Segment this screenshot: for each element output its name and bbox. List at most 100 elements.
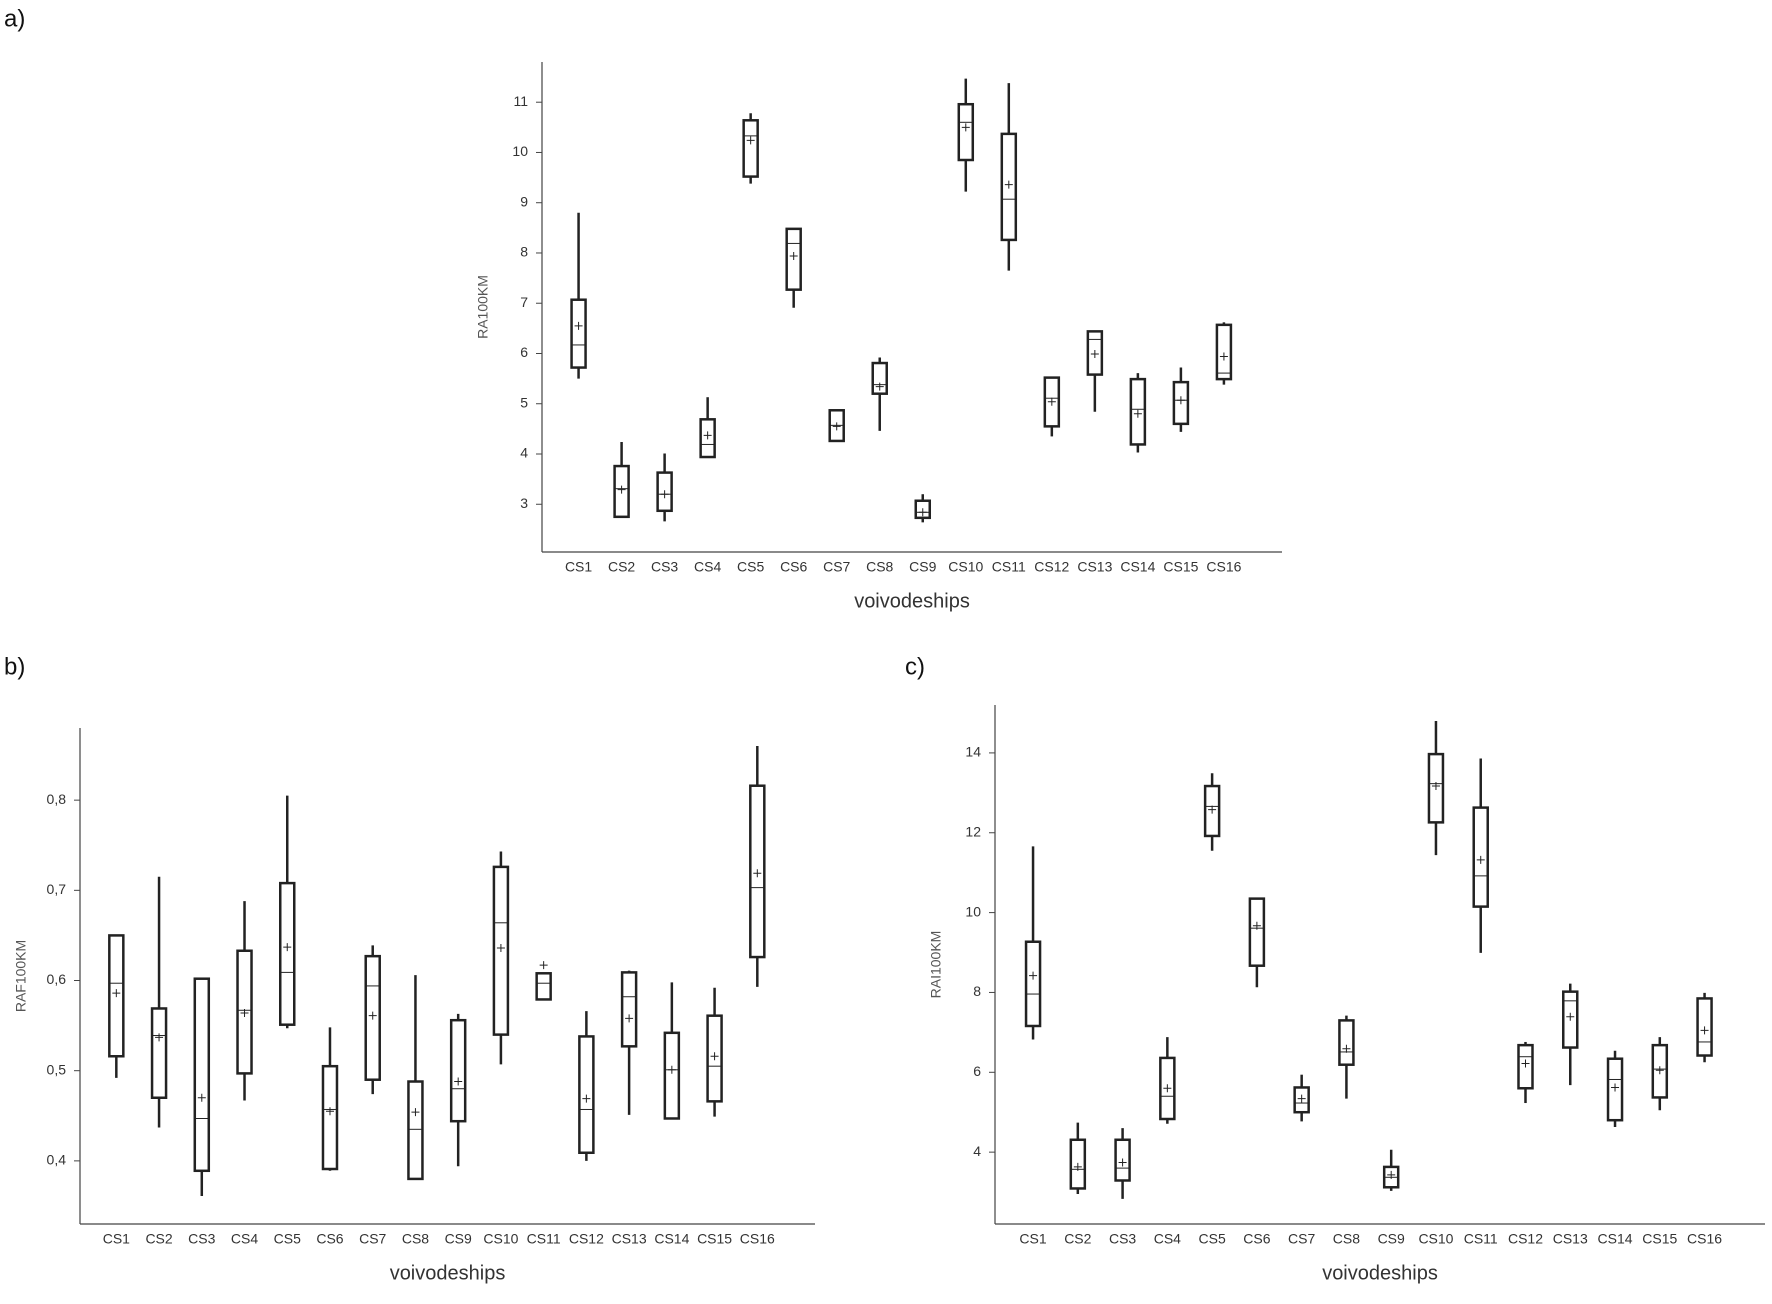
y-tick-label: 9 — [520, 193, 528, 209]
mean-marker — [155, 1033, 164, 1042]
y-tick-label: 11 — [513, 93, 528, 109]
box — [279, 881, 296, 1026]
x-tick-label: CS8 — [402, 1231, 429, 1247]
y-tick-label: 10 — [965, 903, 981, 919]
mean-marker — [574, 321, 583, 330]
x-tick-label: CS12 — [1034, 559, 1069, 575]
y-tick-label: 8 — [973, 983, 981, 999]
x-axis-title: voivodeships — [1322, 1262, 1438, 1284]
mean-marker — [832, 422, 841, 431]
x-tick-label: CS8 — [866, 559, 893, 575]
x-tick-label: CS6 — [1243, 1231, 1270, 1247]
x-tick-label: CS7 — [1288, 1231, 1315, 1247]
y-axis-title: RAF100KM — [13, 940, 29, 1012]
y-tick-label: 12 — [965, 823, 981, 839]
y-tick-label: 7 — [520, 294, 528, 310]
x-tick-label: CS16 — [740, 1231, 775, 1247]
y-tick-label: 3 — [520, 495, 528, 511]
mean-marker — [112, 989, 121, 998]
y-tick-label: 0,6 — [47, 971, 67, 987]
mean-marker — [1700, 1026, 1709, 1035]
x-axis-title: voivodeships — [854, 590, 970, 612]
x-tick-label: CS1 — [565, 559, 592, 575]
y-tick-label: 4 — [973, 1143, 981, 1159]
x-tick-label: CS10 — [1418, 1231, 1453, 1247]
x-tick-label: CS14 — [654, 1231, 689, 1247]
x-tick-label: CS3 — [651, 559, 678, 575]
x-tick-label: CS8 — [1333, 1231, 1360, 1247]
mean-marker — [789, 251, 798, 260]
mean-marker — [961, 123, 970, 132]
x-tick-label: CS10 — [948, 559, 983, 575]
mean-marker — [1476, 855, 1485, 864]
box — [957, 102, 975, 162]
y-tick-label: 8 — [520, 244, 528, 260]
x-tick-label: CS12 — [569, 1231, 604, 1247]
x-tick-label: CS14 — [1120, 559, 1155, 575]
x-axis-title: voivodeships — [390, 1262, 506, 1284]
mean-marker — [1521, 1059, 1530, 1068]
box — [150, 1007, 168, 1099]
mean-marker — [496, 944, 505, 953]
x-tick-label: CS16 — [1206, 559, 1241, 575]
x-tick-label: CS10 — [483, 1231, 518, 1247]
y-tick-label: 0,8 — [47, 791, 67, 807]
mean-marker — [1090, 349, 1099, 358]
y-tick-label: 14 — [965, 744, 981, 760]
mean-marker — [1118, 1158, 1127, 1167]
x-tick-label: CS13 — [1077, 559, 1112, 575]
y-tick-label: 6 — [520, 344, 528, 360]
panel-label: b) — [4, 653, 25, 680]
x-tick-label: CS13 — [1553, 1231, 1588, 1247]
x-tick-label: CS6 — [316, 1231, 343, 1247]
mean-marker — [1176, 396, 1185, 405]
x-tick-label: CS4 — [1154, 1231, 1181, 1247]
x-tick-label: CS1 — [1019, 1231, 1046, 1247]
x-tick-label: CS6 — [780, 559, 807, 575]
mean-marker — [325, 1107, 334, 1116]
mean-marker — [1208, 805, 1217, 814]
mean-marker — [454, 1077, 463, 1086]
box — [193, 977, 211, 1173]
mean-marker — [667, 1065, 676, 1074]
box — [1248, 897, 1266, 967]
mean-marker — [746, 136, 755, 145]
mean-marker — [1297, 1094, 1306, 1103]
mean-marker — [368, 1011, 377, 1020]
y-tick-label: 6 — [973, 1063, 981, 1079]
y-tick-label: 10 — [512, 143, 528, 159]
x-tick-label: CS1 — [103, 1231, 130, 1247]
x-tick-label: CS16 — [1687, 1231, 1722, 1247]
mean-marker — [1655, 1066, 1664, 1075]
x-tick-label: CS7 — [359, 1231, 386, 1247]
mean-marker — [582, 1094, 591, 1103]
y-tick-label: 0,5 — [47, 1061, 67, 1077]
box — [871, 361, 888, 395]
mean-marker — [753, 869, 762, 878]
x-tick-label: CS9 — [1378, 1231, 1405, 1247]
box — [1338, 1019, 1355, 1066]
x-tick-label: CS2 — [1064, 1231, 1091, 1247]
panel-label: a) — [4, 5, 25, 32]
x-tick-label: CS14 — [1598, 1231, 1633, 1247]
panel-label: c) — [905, 653, 925, 680]
x-tick-label: CS2 — [608, 559, 635, 575]
x-tick-label: CS15 — [697, 1231, 732, 1247]
mean-marker — [539, 961, 548, 970]
mean-marker — [617, 485, 626, 494]
x-tick-label: CS5 — [737, 559, 764, 575]
mean-marker — [1047, 397, 1056, 406]
box — [1215, 323, 1233, 381]
x-tick-label: CS11 — [992, 559, 1026, 575]
x-tick-label: CS4 — [231, 1231, 258, 1247]
box — [535, 972, 552, 1001]
mean-marker — [411, 1108, 420, 1117]
mean-marker — [710, 1052, 719, 1061]
box — [742, 119, 759, 178]
box — [449, 1018, 467, 1123]
x-tick-label: CS9 — [909, 559, 936, 575]
mean-marker — [660, 490, 669, 499]
mean-marker — [1029, 971, 1038, 980]
x-tick-label: CS2 — [145, 1231, 172, 1247]
